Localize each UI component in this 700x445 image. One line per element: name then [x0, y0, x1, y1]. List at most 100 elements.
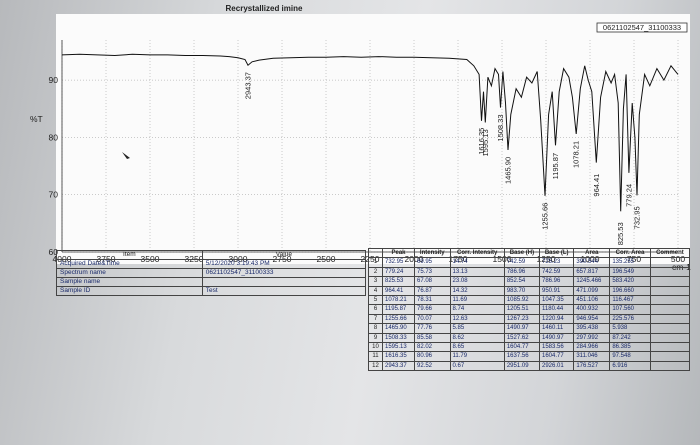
peak-cell	[649, 332, 691, 344]
peak-header-cell: Corr. Intensity	[449, 247, 505, 259]
peak-header-cell: Area	[573, 247, 611, 259]
peak-cell: 852.54	[503, 276, 541, 287]
peak-cell: 786.96	[538, 276, 575, 287]
spectrum-line	[61, 53, 679, 212]
peak-label: 1078.21	[572, 141, 581, 168]
info-value-cell: 5/12/2020 3:19:43 PM	[201, 259, 367, 269]
peak-cell: 67.08	[413, 276, 451, 287]
peak-cell: 950.91	[538, 285, 575, 297]
peak-cell: 7	[368, 313, 383, 325]
peak-cell: 77.76	[413, 323, 451, 334]
peak-cell: 78.31	[413, 294, 451, 306]
peak-cell: 1595.13	[382, 342, 415, 353]
peak-row: 12 2943.37 92.52 0.67 2951.09 2926.01 176.527 6…	[368, 360, 691, 372]
info-row: Acquired Date&Time 5/12/2020 3:19:43 PM	[56, 259, 367, 269]
peak-cell: 742.59	[538, 266, 575, 278]
peak-cell: 1220.94	[538, 313, 575, 325]
peak-cell: 11.79	[449, 351, 505, 362]
peak-cell	[649, 266, 691, 278]
peak-cell: 1490.97	[538, 332, 575, 344]
peak-cell: 1490.97	[503, 323, 541, 334]
peak-cell: 10	[368, 342, 383, 353]
peak-cell: 1604.77	[538, 351, 575, 362]
peak-row: 2 779.24 75.73 13.13 786.96 742.59 657.817 196.…	[368, 266, 691, 278]
peak-cell: 1255.66	[382, 313, 415, 325]
info-value-cell	[201, 277, 367, 287]
peak-cell: 779.24	[382, 266, 415, 278]
peak-cell: 5	[368, 294, 383, 306]
info-value-cell: 0621102547_31100333	[201, 268, 367, 278]
peak-cell: 116.467	[609, 294, 651, 306]
peak-cell	[649, 323, 691, 334]
peak-cell: 75.73	[413, 266, 451, 278]
peak-cell: 196.660	[609, 285, 651, 297]
info-value-cell: Test	[201, 286, 367, 296]
peak-cell: 135.255	[609, 257, 651, 268]
peak-cell	[649, 304, 691, 315]
peak-cell: 583.420	[609, 276, 651, 287]
peak-cell: 4	[368, 285, 383, 297]
peak-row: 6 1195.87 79.66 8.74 1205.51 1180.44 400.932 10…	[368, 304, 691, 315]
peak-label: 1465.90	[504, 157, 513, 184]
peak-cell: 1508.33	[382, 332, 415, 344]
peak-cell: 97.548	[609, 351, 651, 362]
sample-info-table: Item Value Acquired Date&Time 5/12/2020 3…	[56, 250, 367, 296]
peak-cell: 176.527	[573, 360, 611, 372]
peak-cell: 11.69	[449, 294, 505, 306]
chart-title: Recrystallized imine	[226, 4, 303, 13]
peak-cell: 8.65	[449, 342, 505, 353]
peak-cell: 1	[368, 257, 383, 268]
info-header-value: Value	[201, 250, 367, 260]
peak-cell: 657.817	[573, 266, 611, 278]
peak-row: 4 964.41 76.87 14.32 983.70 950.91 471.099 196.…	[368, 285, 691, 297]
info-item-cell: Sample name	[56, 277, 203, 287]
peak-cell: 1527.62	[503, 332, 541, 344]
plot-area	[56, 14, 690, 264]
peak-cell: 284.966	[573, 342, 611, 353]
peak-header-cell: Corr. Area	[609, 247, 651, 259]
peak-cell: 825.53	[382, 276, 415, 287]
peak-header-cell: Intensity	[413, 247, 451, 259]
peak-cell: 8.74	[449, 304, 505, 315]
peak-row: 10 1595.13 82.02 8.65 1604.77 1583.56 284.966 8…	[368, 342, 691, 353]
peak-header-cell: Peak	[382, 247, 415, 259]
peak-cell: 87.242	[609, 332, 651, 344]
peak-row: 3 825.53 67.08 23.08 852.54 786.96 1245.466 583…	[368, 276, 691, 287]
peak-cell: 1583.56	[538, 342, 575, 353]
peak-cell: 1616.35	[382, 351, 415, 362]
peak-cell: 0.67	[449, 360, 505, 372]
peak-header-cell: Base (L)	[538, 247, 575, 259]
peak-cell: 5.85	[449, 323, 505, 334]
y-axis-label: %T	[30, 114, 43, 124]
peak-cell: 1078.21	[382, 294, 415, 306]
peak-label: 964.41	[592, 174, 601, 197]
peak-label: 1195.87	[551, 153, 560, 180]
peak-cell: 297.992	[573, 332, 611, 344]
file-label-box	[596, 22, 688, 33]
peak-cell: 70.07	[413, 313, 451, 325]
peak-cell: 8.62	[449, 332, 505, 344]
peak-cell	[649, 360, 691, 372]
file-label: 0621102547_31100333	[603, 23, 681, 32]
peak-cell	[649, 285, 691, 297]
peak-cell	[649, 342, 691, 353]
peak-cell: 13.13	[449, 266, 505, 278]
peak-cell: 395.438	[573, 323, 611, 334]
peak-cell: 742.59	[503, 257, 541, 268]
peak-header-cell: Comment	[649, 247, 691, 259]
peak-cell	[649, 294, 691, 306]
peak-cell	[649, 313, 691, 325]
peak-cell: 1245.466	[573, 276, 611, 287]
peak-cell	[649, 351, 691, 362]
info-item-cell: Acquired Date&Time	[56, 259, 203, 269]
info-row: Sample ID Test	[56, 286, 367, 296]
peak-cell: 76.87	[413, 285, 451, 297]
peak-label: 732.95	[633, 206, 642, 229]
peak-cell: 5.938	[609, 323, 651, 334]
peak-header-cell	[368, 247, 383, 259]
peak-cell: 6.916	[609, 360, 651, 372]
peak-cell: 1604.77	[503, 342, 541, 353]
y-tick-label: 80	[49, 132, 59, 142]
